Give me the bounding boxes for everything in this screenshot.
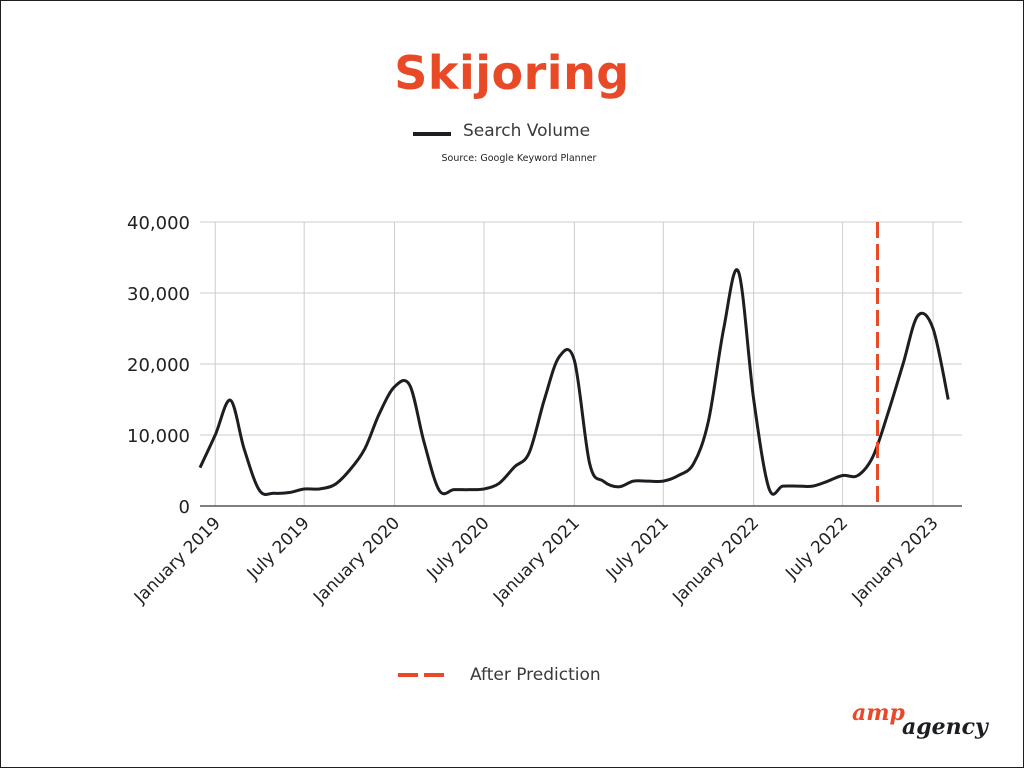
y-tick-label: 10,000 [127, 426, 190, 447]
y-tick-label: 0 [179, 497, 190, 518]
legend-after-prediction: After Prediction [398, 664, 601, 686]
legend-line-swatch [413, 132, 451, 136]
y-tick-label: 20,000 [127, 355, 190, 376]
legend-prediction-label: After Prediction [470, 665, 601, 685]
chart-title: Skijoring [394, 46, 630, 100]
x-tick-label: July 2019 [243, 513, 314, 584]
y-tick-label: 30,000 [127, 284, 190, 305]
logo-amp: amp [852, 700, 905, 726]
x-tick-label: January 2021 [489, 513, 584, 608]
x-tick-label: January 2020 [309, 513, 404, 608]
x-tick-label: July 2021 [602, 513, 673, 584]
x-tick-label: January 2022 [668, 513, 763, 608]
x-tick-label: July 2022 [781, 513, 852, 584]
logo-agency: agency [902, 714, 988, 740]
x-tick-label: January 2023 [848, 513, 943, 608]
series-line-search-volume [198, 268, 950, 496]
x-tick-label: July 2020 [423, 513, 494, 584]
x-tick-label: January 2019 [130, 513, 225, 608]
y-tick-label: 40,000 [127, 213, 190, 234]
chart-source: Source: Google Keyword Planner [441, 153, 597, 164]
legend-series-label: Search Volume [463, 121, 591, 141]
legend-search-volume: Search Volume [413, 120, 590, 142]
legend-dash-swatch [398, 673, 444, 677]
